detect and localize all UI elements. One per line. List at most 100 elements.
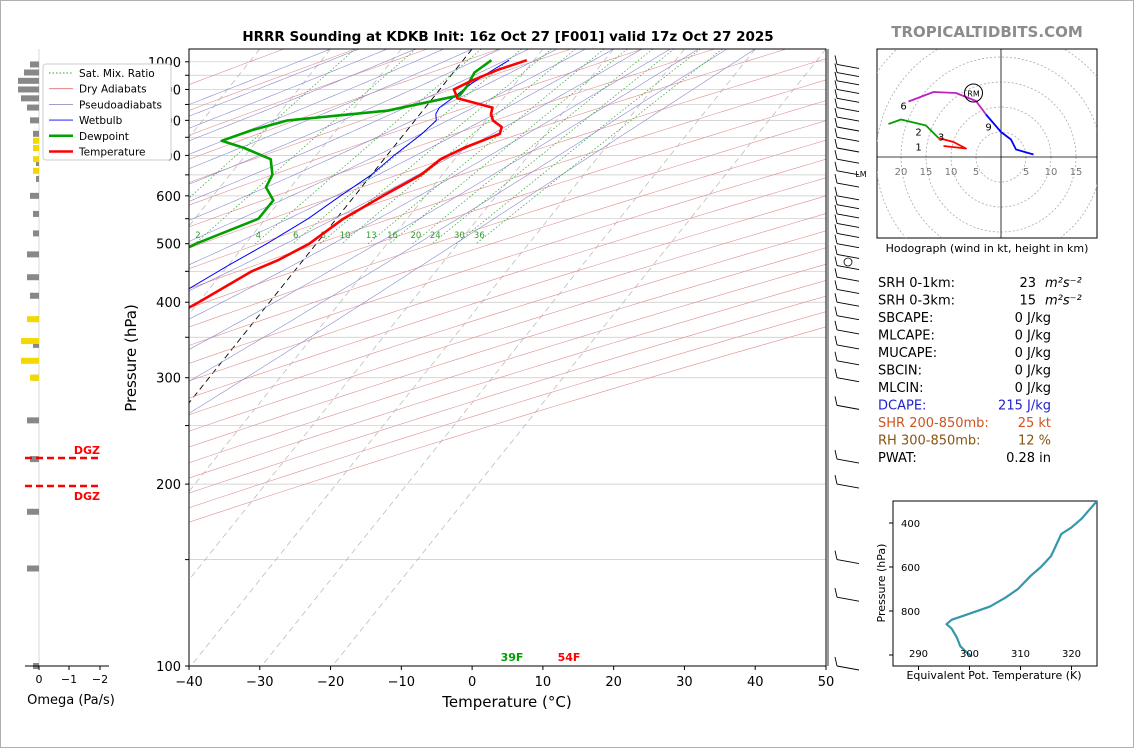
- index-label: SHR 200-850mb:: [878, 416, 989, 431]
- wind-barb-staff: [836, 288, 860, 294]
- dry-adiabat: [189, 49, 356, 111]
- y-tick-label: 300: [156, 372, 181, 387]
- isotherm: [190, 49, 685, 666]
- pseudoadiabat: [189, 49, 756, 414]
- wind-barb-flag: [834, 71, 838, 81]
- wind-barb-staff: [836, 97, 860, 103]
- wind-barb-flag: [834, 234, 838, 244]
- index-unit: m²s⁻²: [1045, 294, 1082, 309]
- x-tick-label: −40: [175, 675, 202, 690]
- omega-tick-2: −2: [92, 673, 108, 686]
- temperature-profile: [189, 58, 528, 310]
- hodograph-height-label: 6: [900, 102, 906, 113]
- theta-e-axes: 290 300 310 320 400 600 800: [889, 519, 1081, 670]
- dry-adiabat: [189, 230, 826, 432]
- omega-bar: [30, 117, 39, 124]
- omega-bar: [27, 316, 39, 323]
- omega-bar: [18, 77, 39, 84]
- wind-barbs: LM: [827, 49, 867, 671]
- wind-barb-staff: [836, 329, 860, 335]
- index-label: MLCAPE:: [878, 329, 935, 344]
- wind-barb-staff: [836, 360, 860, 366]
- isotherm: [189, 49, 473, 404]
- pseudoadiabat: [189, 49, 614, 266]
- hodograph-caption: Hodograph (wind in kt, height in km): [886, 242, 1089, 255]
- index-label: SRH 0-3km:: [878, 294, 955, 309]
- x-tick-label: −30: [246, 675, 273, 690]
- omega-bar: [27, 274, 39, 281]
- wind-barb-flag: [834, 80, 838, 90]
- index-value: 0 J/kg: [1015, 364, 1051, 379]
- wind-barb-flag: [834, 204, 838, 215]
- y-tick-label: 100: [156, 660, 181, 675]
- wind-barb-flag: [834, 150, 838, 160]
- wind-barb-flag: [834, 245, 838, 255]
- wind-barb-staff: [836, 80, 860, 86]
- index-unit: m²s⁻²: [1045, 276, 1082, 291]
- hodograph-frame: [876, 48, 1098, 239]
- y-tick-label: 500: [156, 238, 181, 253]
- dry-adiabat: [189, 120, 826, 328]
- isotherm: [1, 49, 47, 666]
- omega-tick-1: −1: [61, 673, 77, 686]
- omega-bar: [30, 292, 39, 299]
- legend-label: Temperature: [78, 147, 146, 159]
- omega-bar: [27, 251, 39, 258]
- mixing-ratio-line: [475, 49, 723, 244]
- wind-barb-flag: [834, 268, 838, 278]
- wind-barb-flag: [834, 224, 838, 234]
- wind-barb-staff: [836, 158, 860, 164]
- wind-barb-staff: [836, 243, 860, 249]
- index-value: 215 J/kg: [998, 399, 1051, 414]
- index-label: MLCIN:: [878, 381, 923, 396]
- omega-bar: [33, 156, 39, 163]
- legend-label: Dry Adiabats: [79, 84, 147, 96]
- mixing-ratio-line: [341, 49, 576, 244]
- dry-adiabat: [189, 100, 826, 309]
- theta-x-tick-label: 300: [960, 649, 979, 660]
- wind-barb-staff: [836, 559, 860, 565]
- indices-table: SRH 0-1km: 23 m²s⁻² SRH 0-3km: 15 m²s⁻² SBCAPE…: [878, 276, 1082, 466]
- wind-barb-flag: [834, 656, 838, 667]
- dry-adiabat: [189, 158, 826, 364]
- wind-barb-staff: [836, 483, 860, 489]
- mixing-ratio-line: [412, 49, 654, 244]
- pseudoadiabat: [189, 49, 699, 350]
- isotherm: [189, 49, 331, 227]
- watermark: TROPICALTIDBITS.COM: [891, 23, 1083, 41]
- index-value: 0 J/kg: [1015, 346, 1051, 361]
- index-value: 25 kt: [1018, 416, 1051, 431]
- wind-barb-flag: [834, 368, 838, 378]
- skewt-profiles: [189, 58, 528, 310]
- omega-bar: [21, 338, 39, 345]
- index-value: 23: [1019, 276, 1036, 291]
- theta-y-tick-label: 600: [901, 563, 920, 574]
- storm-motion-marker: LM: [855, 170, 866, 179]
- index-value: 12 %: [1018, 434, 1051, 449]
- index-value: 0.28 in: [1006, 451, 1051, 466]
- mixing-ratio-label: 20: [410, 231, 421, 241]
- dry-adiabat: [189, 263, 826, 464]
- mixing-ratio-label: 2: [195, 231, 200, 241]
- theta-e-trace: [945, 501, 1097, 658]
- omega-bar: [18, 86, 39, 93]
- theta-y-tick-label: 800: [901, 607, 920, 618]
- omega-bar: [30, 61, 39, 68]
- hodograph-height-label: 9: [985, 123, 991, 134]
- wind-barb-staff: [836, 232, 860, 238]
- wind-barb-staff: [836, 596, 860, 602]
- omega-bar: [33, 210, 39, 217]
- wind-barb-flag: [834, 107, 838, 118]
- x-tick-label: 50: [818, 675, 835, 690]
- wind-barb-flag: [834, 280, 838, 290]
- wind-barb-staff: [836, 107, 860, 112]
- wind-barb-staff: [836, 377, 860, 383]
- wind-barb-staff: [836, 126, 860, 132]
- wind-barb-flag: [834, 128, 838, 138]
- dry-adiabat: [189, 49, 500, 160]
- wind-barb-flag: [834, 55, 838, 65]
- wind-barb-flag: [834, 63, 838, 73]
- y-tick-label: 600: [156, 190, 181, 205]
- pseudoadiabat: [189, 49, 416, 142]
- dgz-bottom-label: DGZ: [74, 490, 100, 503]
